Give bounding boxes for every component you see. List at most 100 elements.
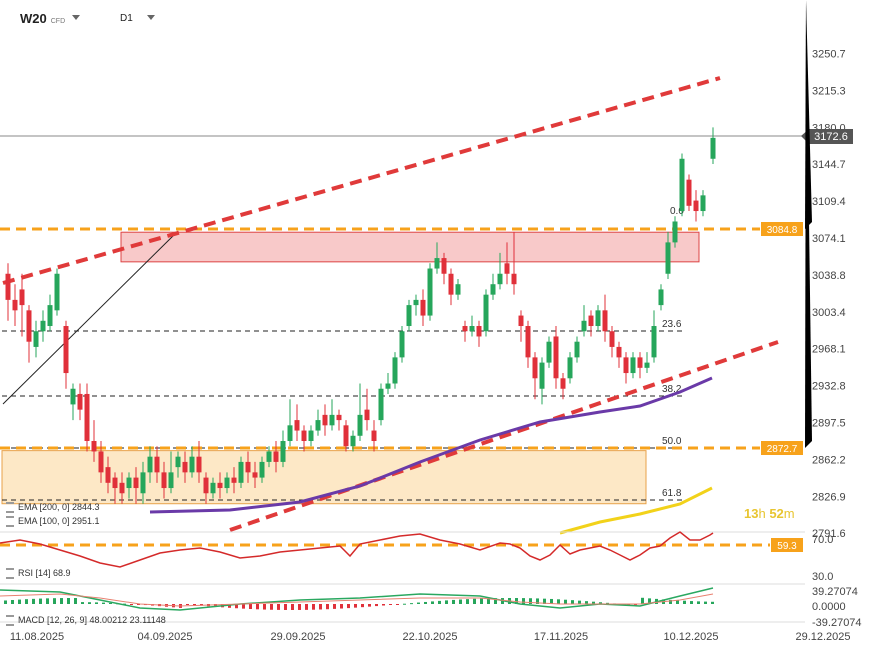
candle-body <box>385 383 391 389</box>
macd-bar <box>445 600 448 604</box>
macd-bar <box>704 601 707 604</box>
macd-bar <box>11 600 14 604</box>
candle-body <box>602 310 608 332</box>
macd-bar <box>18 599 21 604</box>
candle-body <box>710 137 716 159</box>
macd-bar <box>242 604 245 609</box>
candle-body <box>175 456 181 468</box>
candle-body <box>91 441 97 452</box>
ema200-label: EMA [200, 0] 2844.3 <box>18 502 100 512</box>
candle-body <box>105 467 111 483</box>
candle-body <box>413 299 419 306</box>
candle-body <box>392 357 398 384</box>
candle-body <box>168 472 174 489</box>
macd-bar <box>536 598 539 604</box>
candle-body <box>329 414 335 426</box>
macd-bar <box>634 604 637 606</box>
candle-body <box>700 195 706 212</box>
macd-bar <box>697 601 700 604</box>
price-tick-label: 3038.8 <box>812 270 846 282</box>
candle-body <box>217 482 223 489</box>
macd-bar <box>46 598 49 604</box>
candle-body <box>406 305 412 327</box>
candle-body <box>210 482 216 494</box>
symbol-selector[interactable]: W20 CFD <box>20 11 65 26</box>
macd-bar <box>585 601 588 604</box>
candle-body <box>427 268 433 316</box>
level-resistance-tag: 3084.8 <box>767 225 798 236</box>
macd-bar <box>669 599 672 604</box>
candle-body <box>308 430 314 442</box>
candle-body <box>182 461 188 473</box>
macd-bar <box>389 604 392 605</box>
candle-body <box>196 456 202 473</box>
candle-body <box>77 393 83 410</box>
candle-body <box>630 357 636 374</box>
candle-body <box>420 299 426 316</box>
settings-icon <box>6 568 14 580</box>
rsi-legend[interactable]: RSI [14] 68.9 <box>6 568 71 580</box>
candle-body <box>623 357 629 374</box>
candle-body <box>161 472 167 489</box>
countdown-m-unit: m <box>783 506 795 521</box>
symbol-name: W20 <box>20 11 47 26</box>
macd-axis-mid: 0.0000 <box>812 601 846 613</box>
candle-body <box>644 362 650 368</box>
candle-body <box>546 341 552 363</box>
candle-body <box>350 435 356 447</box>
macd-legend[interactable]: MACD [12, 26, 9] 48.00212 23.11148 <box>6 615 166 627</box>
ema200-legend[interactable]: EMA [200, 0] 2844.3 <box>6 502 100 514</box>
macd-bar <box>25 599 28 604</box>
macd-bar <box>438 600 441 604</box>
price-tick-label: 2968.1 <box>812 344 846 356</box>
macd-bar <box>347 604 350 609</box>
macd-bar <box>592 601 595 604</box>
macd-bar <box>641 597 644 604</box>
macd-line <box>0 587 714 611</box>
macd-bar <box>326 604 329 610</box>
candle-body <box>525 326 531 358</box>
macd-bar <box>319 604 322 610</box>
timeframe-selector[interactable]: D1 <box>120 13 133 24</box>
macd-bar <box>74 598 77 604</box>
candle-body <box>238 461 244 483</box>
price-tick-label: 2932.8 <box>812 381 846 393</box>
candle-body <box>658 289 664 306</box>
macd-bar <box>690 601 693 604</box>
candle-body <box>147 456 153 473</box>
candle-body <box>595 310 601 327</box>
macd-bar <box>529 598 532 604</box>
timeframe-dropdown-icon[interactable] <box>147 15 155 20</box>
macd-bar <box>277 604 280 610</box>
candle-body <box>343 425 349 447</box>
macd-bar <box>431 601 434 604</box>
candle-body <box>119 482 125 494</box>
price-tick-label: 3250.7 <box>812 49 846 61</box>
price-tick-label: 2791.6 <box>812 528 846 540</box>
macd-bar <box>368 604 371 607</box>
candle-body <box>280 441 286 462</box>
macd-bar <box>214 604 217 607</box>
candle-body <box>462 326 468 332</box>
candle-body <box>364 409 370 421</box>
ema100-label: EMA [100, 0] 2951.1 <box>18 516 100 526</box>
settings-icon <box>6 615 14 627</box>
ema100-legend[interactable]: EMA [100, 0] 2951.1 <box>6 516 100 528</box>
macd-bar <box>550 598 553 604</box>
macd-bar <box>417 602 420 604</box>
candle-body <box>287 425 293 442</box>
candle-body <box>483 294 489 332</box>
macd-bar <box>193 604 196 606</box>
candle-body <box>40 320 46 332</box>
macd-bar <box>578 600 581 604</box>
candle-body <box>560 378 566 389</box>
macd-axis-bottom: -39.27074 <box>812 617 862 629</box>
candle-body <box>154 456 160 473</box>
macd-axis-top: 39.27074 <box>812 586 858 598</box>
candle-body <box>469 326 475 332</box>
date-tick-label: 22.10.2025 <box>402 631 457 643</box>
countdown-hours: 13 <box>744 506 759 521</box>
symbol-dropdown-icon[interactable] <box>72 15 80 20</box>
macd-bar <box>235 604 238 609</box>
